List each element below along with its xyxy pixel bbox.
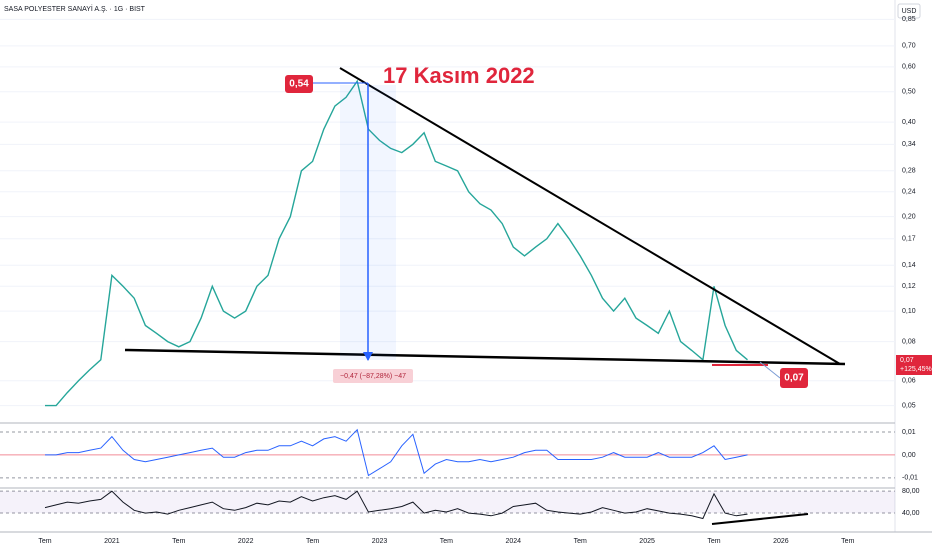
x-tick-label: 2023 [372,538,388,545]
trend-line [711,513,809,525]
callout-line [759,361,781,379]
trend-line [124,348,846,366]
x-tick-label: Tem [172,538,185,545]
x-tick-label: 2021 [104,538,120,545]
arrow-head [363,352,373,361]
annotation: 0,07 [784,373,804,384]
x-tick-label: 2022 [238,538,254,545]
y-tick-label: 0,01 [902,429,916,436]
x-tick-label: 2025 [639,538,655,545]
y-tick-label: 0,00 [902,452,916,459]
series-line [45,79,748,407]
series-line [45,428,748,477]
rsi-band [0,491,895,514]
change-label: +125,45% [900,366,932,373]
x-tick-label: Tem [841,538,854,545]
y-tick-label: 0,70 [902,43,916,50]
currency[interactable]: USD [902,8,917,15]
y-tick-label: 0,40 [902,119,916,126]
currency-box[interactable] [897,3,921,19]
y-tick-label: 0,60 [902,64,916,71]
y-tick-label: -0,01 [902,475,918,482]
y-tick-label: 0,10 [902,308,916,315]
annotation: 17 Kasım 2022 [383,63,535,88]
drawings [124,67,846,525]
x-tick-label: Tem [38,538,51,545]
annotation-box [780,368,808,388]
y-tick-label: 0,85 [902,16,916,23]
annotation: 0,54 [289,79,309,90]
series-line [44,490,748,520]
x-tick-label: Tem [440,538,453,545]
y-tick-label: 0,20 [902,213,916,220]
y-tick-label: 80,00 [902,488,920,495]
annotation: −0,47 (−87,28%) −47 [340,373,406,380]
x-tick-label: Tem [574,538,587,545]
y-tick-label: 0,28 [902,168,916,175]
trend-line [339,67,841,365]
y-tick-label: 40,00 [902,510,920,517]
y-tick-label: 0,14 [902,262,916,269]
last-price: 0,07 [900,357,914,364]
y-tick-label: 0,50 [902,89,916,96]
annotation-box [285,75,313,93]
annotation-box [333,369,413,383]
y-tick-label: 0,05 [902,402,916,409]
y-tick-label: 0,34 [902,141,916,148]
last-price-box [896,355,932,375]
x-tick-label: 2024 [506,538,522,545]
x-tick-label: Tem [306,538,319,545]
x-tick-label: 2026 [773,538,789,545]
y-tick-label: 0,24 [902,189,916,196]
y-tick-label: 0,12 [902,283,916,290]
x-tick-label: Tem [707,538,720,545]
y-tick-label: 0,06 [902,378,916,385]
symbol-title: SASA POLYESTER SANAYİ A.Ş. · 1G · BIST [4,4,146,13]
y-tick-label: 0,17 [902,236,916,243]
y-tick-label: 0,08 [902,338,916,345]
measure-area [340,85,396,360]
